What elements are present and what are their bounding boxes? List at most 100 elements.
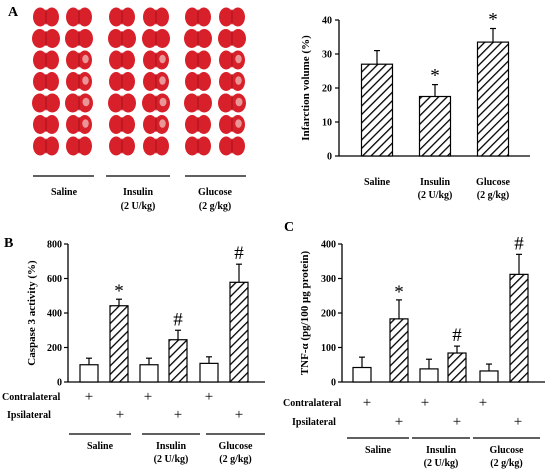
bar — [479, 370, 499, 383]
brain-slice — [33, 72, 59, 91]
photo-group-insulin-dose: (2 U/kg) — [121, 201, 156, 212]
plus-sign: + — [453, 414, 461, 430]
brain-slice — [66, 136, 92, 156]
brain-slice — [184, 93, 212, 113]
brain-slice — [143, 136, 170, 156]
category-label-dose: (2 g/kg) — [477, 190, 510, 201]
brain-slice — [108, 93, 136, 113]
bar — [447, 352, 467, 383]
group-label: Insulin — [426, 445, 456, 456]
y-tick-label: 0 — [57, 378, 62, 389]
significance-mark: # — [514, 233, 524, 254]
brain-slice — [32, 29, 60, 48]
y-tick-label: 10 — [322, 118, 332, 129]
significance-mark: * — [394, 282, 404, 303]
brain-slice — [185, 72, 212, 91]
group-label-dose: (2 g/kg) — [490, 458, 523, 469]
y-axis-label: TNF-α (pg/100 μg protein) — [299, 251, 311, 376]
y-tick-label: 300 — [321, 274, 336, 285]
category-label: Saline — [364, 177, 391, 188]
group-label-dose: (2 U/kg) — [154, 454, 189, 465]
brain-slice — [184, 29, 212, 48]
brain-slice — [218, 29, 246, 48]
brain-slice — [219, 50, 246, 70]
brain-slice — [32, 93, 60, 113]
brain-slice — [219, 7, 246, 27]
brain-slice — [65, 93, 94, 113]
brain-slice — [66, 115, 92, 134]
bar — [109, 305, 129, 383]
y-tick-label: 200 — [321, 309, 336, 320]
category-label-dose: (2 U/kg) — [418, 190, 453, 201]
y-tick-label: 200 — [47, 343, 62, 354]
bar — [199, 362, 219, 383]
group-label: Saline — [87, 441, 114, 452]
brain-slice — [185, 115, 212, 134]
brain-slice — [66, 50, 92, 70]
group-label: Saline — [365, 445, 392, 456]
bar — [139, 364, 159, 383]
row-label: Contralateral — [2, 392, 61, 403]
brain-slice — [109, 50, 135, 70]
group-label: Glucose — [490, 445, 524, 456]
photo-group-saline: Saline — [51, 187, 78, 198]
y-tick-label: 40 — [322, 16, 332, 27]
brain-slice — [33, 7, 59, 27]
brain-slice — [109, 136, 135, 156]
brain-slice — [109, 72, 135, 91]
group-label: Glucose — [219, 441, 253, 452]
brain-slice — [143, 115, 170, 134]
brain-slice — [185, 50, 212, 70]
brain-slice — [33, 136, 59, 156]
photo-group-glucose: Glucose — [198, 187, 232, 198]
brain-slice — [185, 7, 212, 27]
plus-sign: + — [395, 414, 403, 430]
y-axis-label: Infarction volume (%) — [300, 35, 312, 141]
chart-a-infarction-volume: 0 10 20 30 40 Infarction volume (%) Saline * Ins… — [300, 10, 530, 201]
brain-slice — [33, 50, 59, 70]
significance-mark: # — [452, 325, 462, 346]
plus-sign: + — [514, 414, 522, 430]
bar — [360, 63, 394, 157]
photo-group-insulin: Insulin — [123, 187, 153, 198]
bar — [476, 41, 510, 157]
brain-slice — [66, 72, 92, 91]
row-label: Ipsilateral — [292, 417, 336, 428]
plus-sign: + — [116, 407, 124, 423]
plus-sign: + — [174, 407, 182, 423]
brain-slice — [219, 136, 246, 156]
brain-slice — [142, 93, 170, 113]
brain-slice-photo — [32, 7, 246, 156]
significance-mark: # — [173, 309, 183, 330]
brain-slice — [219, 115, 246, 134]
plus-sign: + — [205, 389, 213, 405]
brain-slice — [65, 29, 94, 48]
bar — [168, 339, 188, 383]
y-tick-label: 0 — [331, 378, 336, 389]
row-label: Contralateral — [283, 398, 342, 409]
plus-sign: + — [421, 395, 429, 411]
plus-sign: + — [85, 389, 93, 405]
significance-mark: * — [114, 281, 124, 302]
y-tick-label: 20 — [322, 84, 332, 95]
brain-slice — [109, 115, 135, 134]
bar — [509, 273, 529, 383]
plus-sign: + — [144, 389, 152, 405]
panel-label-b: B — [4, 236, 13, 251]
brain-slice — [219, 72, 246, 91]
bar — [229, 281, 249, 383]
category-label: Insulin — [420, 177, 450, 188]
y-tick-label: 400 — [47, 309, 62, 320]
y-tick-label: 30 — [322, 50, 332, 61]
significance-mark: * — [430, 66, 440, 87]
brain-slice — [109, 7, 135, 27]
panel-label-a: A — [8, 5, 19, 20]
row-label: Ipsilateral — [7, 410, 51, 421]
plus-sign: + — [235, 407, 243, 423]
bar — [389, 318, 409, 383]
y-axis-label: Caspase 3 activity (%) — [26, 260, 38, 366]
brain-slice — [143, 50, 170, 70]
category-label: Glucose — [476, 177, 510, 188]
photo-group-labels: Saline Insulin (2 U/kg) Glucose (2 g/kg) — [33, 175, 246, 212]
